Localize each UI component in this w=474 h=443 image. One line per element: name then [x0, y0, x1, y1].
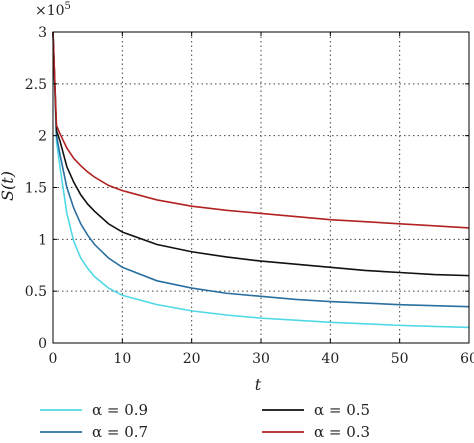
- legend-label: α = 0.5: [314, 401, 370, 419]
- legend-label: α = 0.3: [314, 423, 370, 441]
- series-line: [52, 31, 470, 229]
- series-line: [52, 31, 470, 277]
- y-tick-label: 2: [38, 129, 47, 145]
- series-line: [52, 31, 470, 329]
- x-tick-label: 0: [49, 351, 58, 367]
- legend-label: α = 0.9: [92, 401, 148, 419]
- y-tick-label: 1.5: [25, 181, 47, 197]
- y-tick-label: 2.5: [25, 77, 47, 93]
- x-axis-label: t: [255, 375, 262, 394]
- legend-label: α = 0.7: [92, 423, 148, 441]
- series-line: [52, 31, 470, 308]
- x-tick-label: 60: [460, 351, 474, 367]
- x-tick-label: 40: [321, 351, 339, 367]
- y-tick-label: 1: [38, 232, 47, 248]
- x-tick-label: 30: [252, 351, 270, 367]
- y-tick-label: 0: [38, 336, 47, 352]
- y-tick-label: 0.5: [25, 284, 47, 300]
- y-tick-label: 3: [38, 25, 47, 41]
- x-tick-label: 20: [183, 351, 201, 367]
- legend: α = 0.9 α = 0.7 α = 0.5 α = 0.3: [40, 401, 370, 441]
- y-axis-label: S(t): [0, 171, 17, 201]
- ticks: 0 10 20 30 40 50 60 0 0.5 1 1.5 2 2.5 3: [25, 25, 474, 367]
- x-tick-label: 10: [113, 351, 131, 367]
- grid: [53, 32, 469, 343]
- y-multiplier: ×105: [35, 1, 71, 19]
- x-tick-label: 50: [391, 351, 409, 367]
- series-layer: [52, 31, 470, 329]
